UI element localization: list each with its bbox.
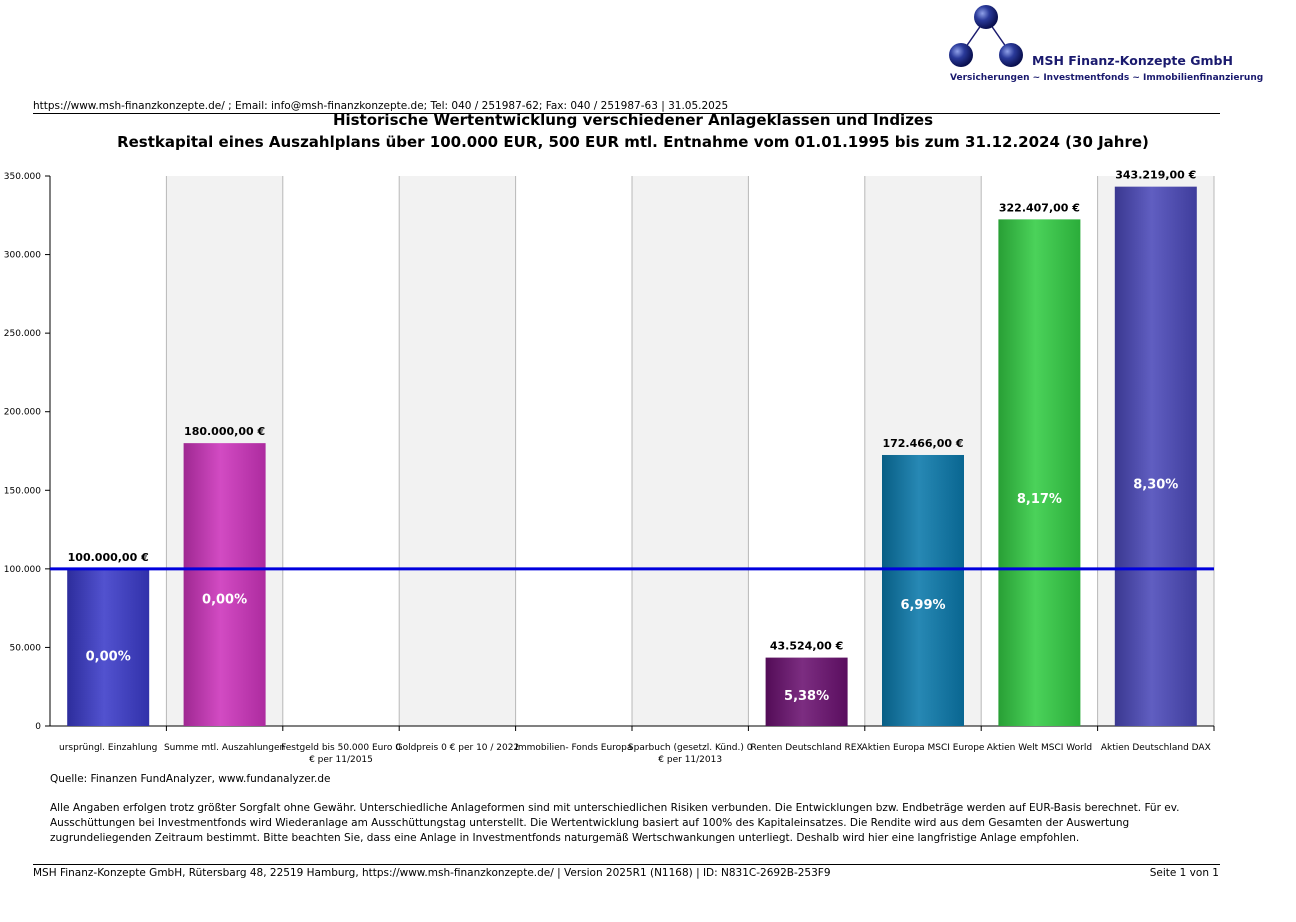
header-divider [33, 113, 1220, 114]
bar-percent-label: 5,38% [784, 689, 829, 704]
bar-percent-label: 0,00% [86, 649, 131, 664]
footer-address: MSH Finanz-Konzepte GmbH, Rütersbarg 48,… [33, 867, 831, 879]
bar-value-label: 172.466,00 € [882, 437, 963, 450]
footer-divider [33, 864, 1220, 865]
page-number: Seite 1 von 1 [1149, 867, 1219, 879]
bar [183, 443, 266, 726]
bar-percent-label: 0,00% [202, 593, 247, 608]
bar-value-label: 43.524,00 € [770, 640, 843, 653]
category-label: Aktien Europa MSCI Europe [862, 743, 985, 753]
company-tagline: Versicherungen ~ Investmentfonds ~ Immob… [950, 73, 1264, 83]
bar-value-label: 322.407,00 € [999, 201, 1080, 214]
bar-value-label: 100.000,00 € [68, 551, 149, 564]
contact-line: https://www.msh-finanzkonzepte.de/ ; Ema… [33, 100, 729, 112]
category-label: Goldpreis 0 € per 10 / 2022 [396, 743, 520, 753]
category-label: ursprüngl. Einzahlung [59, 743, 157, 753]
bar [1114, 186, 1197, 726]
y-tick-label: 100.000 [4, 565, 41, 575]
category-label: Sparbuch (gesetzl. Künd.) 0 € per 11/2013 [628, 743, 753, 765]
bar-percent-label: 6,99% [900, 598, 945, 613]
company-logo: MSH Finanz-Konzepte GmbH Versicherungen … [940, 0, 1263, 95]
y-tick-label: 250.000 [4, 329, 41, 339]
category-label: Summe mtl. Auszahlungen [164, 743, 285, 753]
bar [998, 219, 1081, 727]
bar [765, 657, 848, 726]
y-tick-label: 350.000 [4, 172, 41, 182]
source-note: Quelle: Finanzen FundAnalyzer, www.funda… [50, 773, 331, 785]
chart-subtitle: Restkapital eines Auszahlplans über 100.… [117, 133, 1149, 151]
y-tick-label: 200.000 [4, 408, 41, 418]
category-label: Festgeld bis 50.000 Euro 0 € per 11/2015 [281, 743, 401, 765]
column-background [399, 176, 516, 726]
y-tick-label: 50.000 [10, 643, 42, 653]
chart-title: Historische Wertentwicklung verschiedene… [332, 111, 934, 129]
bar [882, 454, 964, 726]
bar-value-label: 343.219,00 € [1115, 169, 1196, 182]
y-tick-label: 300.000 [4, 251, 41, 261]
bar-percent-label: 8,30% [1133, 477, 1178, 492]
category-label: Aktien Welt MSCI World [987, 743, 1092, 753]
bar-chart: 0 50.000 100.000 150.000 200.000 250.000 300.0… [4, 169, 1215, 765]
bar-percent-label: 8,17% [1017, 492, 1062, 507]
disclaimer-text: Alle Angaben erfolgen trotz größter Sorg… [50, 802, 1180, 844]
category-label: Immobilien- Fonds Europa [515, 743, 632, 753]
category-label: Renten Deutschland REX [751, 743, 863, 753]
column-background [632, 176, 749, 726]
bar-value-label: 180.000,00 € [184, 425, 265, 438]
bar [67, 568, 150, 726]
y-tick-label: 150.000 [4, 486, 41, 496]
category-label: Aktien Deutschland DAX [1101, 743, 1211, 753]
logo-molecule-icon [949, 5, 1023, 67]
company-name: MSH Finanz-Konzepte GmbH [1032, 53, 1233, 68]
y-tick-label: 0 [35, 722, 41, 732]
